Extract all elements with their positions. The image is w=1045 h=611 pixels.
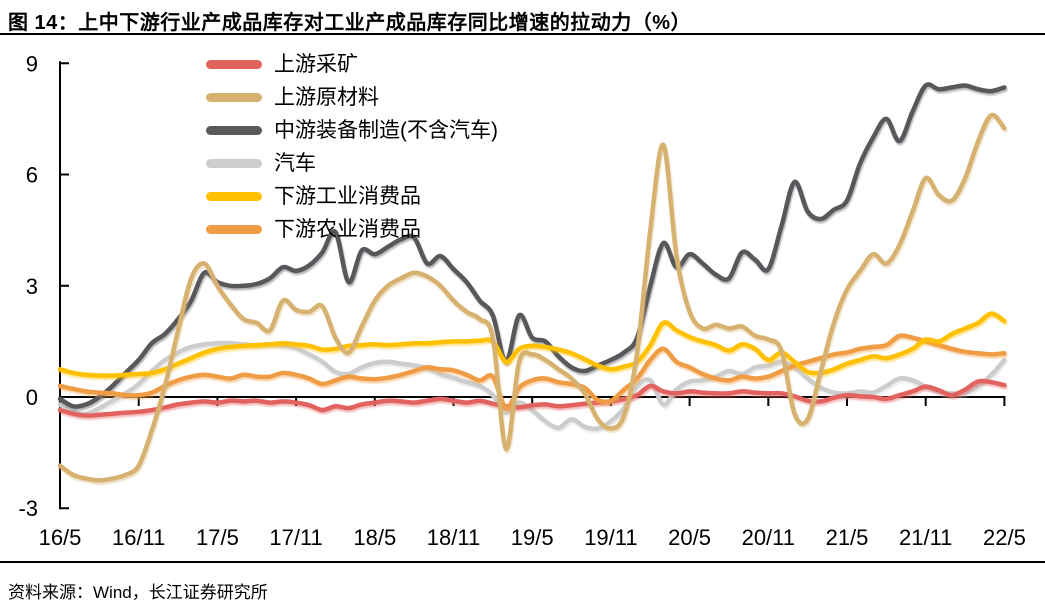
legend-swatch-icon — [206, 126, 262, 135]
x-axis-label: 21/5 — [826, 525, 869, 550]
series-line-upstream-mining — [57, 378, 1007, 418]
x-axis-label: 19/5 — [511, 525, 554, 550]
x-axis-label: 18/5 — [353, 525, 396, 550]
legend-item-autos: 汽车 — [206, 147, 498, 180]
series-line-downstream-industrial-consumer — [57, 311, 1007, 378]
series-line-downstream-agri-consumer — [57, 333, 1007, 411]
series-line-upstream-raw-materials — [57, 112, 1007, 483]
series-layer — [57, 82, 1007, 483]
legend-swatch-icon — [206, 93, 262, 102]
source-note: 资料来源：Wind，长江证券研究所 — [8, 583, 268, 602]
y-axis-label: 9 — [26, 51, 38, 76]
y-axis-label: 3 — [26, 274, 38, 299]
axes: 9 6 3 0 -316/5 16/11 17/5 17/11 18/5 18/11 19/5 19/… — [18, 51, 1025, 550]
x-axis-label: 19/11 — [584, 525, 637, 550]
legend-item-upstream-raw-materials: 上游原材料 — [206, 81, 498, 114]
y-axis-label: 0 — [26, 385, 38, 410]
x-axis-label: 18/11 — [427, 525, 480, 550]
x-axis-label: 17/5 — [196, 525, 239, 550]
legend-swatch-icon — [206, 225, 262, 234]
legend-label: 上游原材料 — [274, 86, 379, 109]
y-axis-label: -3 — [18, 496, 38, 521]
legend-swatch-icon — [206, 60, 262, 69]
line-chart: 9 6 3 0 -316/5 16/11 17/5 17/11 18/5 18/11 19/5 19/… — [18, 51, 1025, 550]
x-axis-label: 17/11 — [269, 525, 322, 550]
legend-swatch-icon — [206, 192, 262, 201]
footer-divider — [0, 561, 1045, 563]
x-axis-label: 20/11 — [742, 525, 795, 550]
legend-item-downstream-agri-consumer: 下游农业消费品 — [206, 213, 498, 246]
legend-label: 上游采矿 — [274, 53, 358, 76]
chart-legend: 上游采矿上游原材料中游装备制造(不含汽车) 汽车下游工业消费品 下游农业消费品 — [206, 48, 498, 246]
x-axis-label: 22/5 — [983, 525, 1026, 550]
x-axis-label: 20/5 — [668, 525, 711, 550]
x-axis-label: 16/5 — [39, 525, 82, 550]
y-axis-label: 6 — [26, 163, 38, 188]
title-divider — [0, 33, 1045, 35]
legend-item-upstream-mining: 上游采矿 — [206, 48, 498, 81]
legend-label: 中游装备制造(不含汽车) — [274, 119, 498, 142]
legend-item-downstream-industrial-consumer: 下游工业消费品 — [206, 180, 498, 213]
legend-swatch-icon — [206, 159, 262, 168]
x-axis-label: 16/11 — [112, 525, 165, 550]
x-axis-label: 21/11 — [899, 525, 952, 550]
figure-title: 图 14：上中下游行业产成品库存对工业产成品库存同比增速的拉动力（%） — [8, 12, 692, 34]
legend-item-midstream-equipment-mfg: 中游装备制造(不含汽车) — [206, 114, 498, 147]
legend-label: 下游工业消费品 — [274, 185, 421, 208]
legend-label: 汽车 — [274, 152, 316, 175]
legend-label: 下游农业消费品 — [274, 218, 421, 241]
